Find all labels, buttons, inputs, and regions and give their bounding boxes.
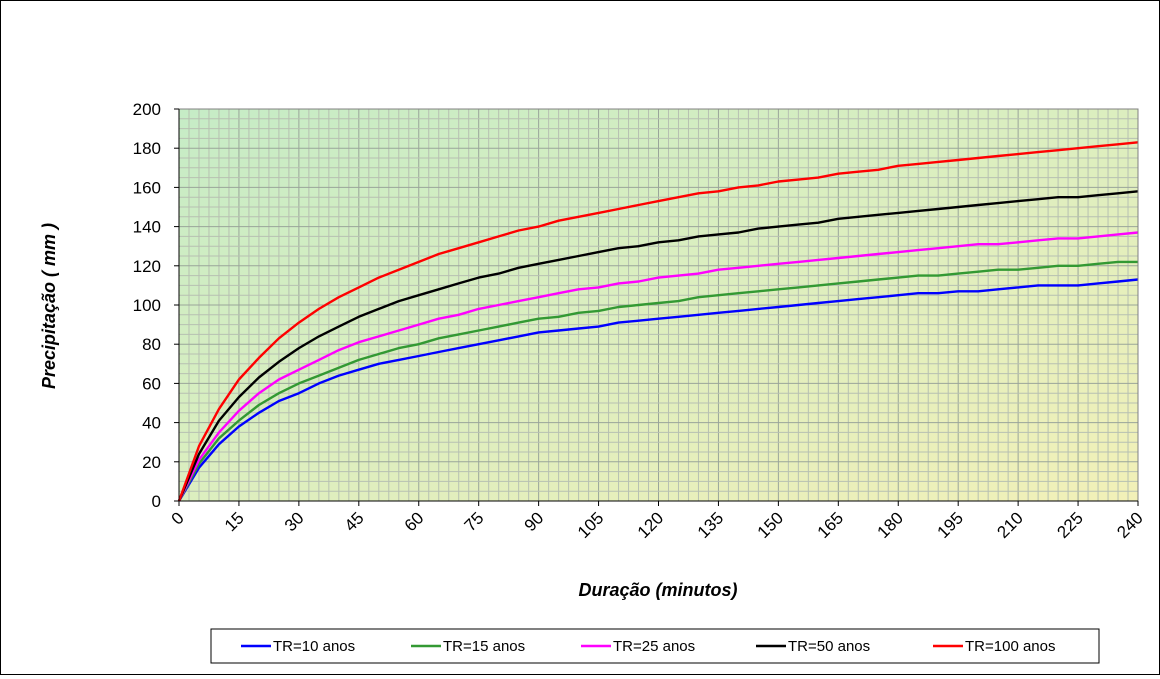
series-line-2 bbox=[177, 260, 1138, 502]
x-tick-label: 45 bbox=[341, 508, 368, 535]
y-tick-label: 160 bbox=[133, 178, 161, 197]
legend-label-2: TR=15 anos bbox=[443, 638, 525, 655]
y-tick-label: 100 bbox=[133, 296, 161, 315]
x-tick-label: 225 bbox=[1053, 508, 1086, 541]
y-tick-label: 20 bbox=[142, 453, 161, 472]
x-tick-label: 30 bbox=[281, 508, 308, 535]
x-tick-label: 15 bbox=[221, 508, 248, 535]
grid bbox=[179, 109, 1138, 501]
y-tick-label: 120 bbox=[133, 257, 161, 276]
y-tick-label: 80 bbox=[142, 335, 161, 354]
legend-label-4: TR=50 anos bbox=[788, 638, 870, 655]
x-tick-label: 150 bbox=[754, 508, 787, 541]
x-tick-label: 195 bbox=[934, 508, 967, 541]
x-tick-label: 105 bbox=[574, 508, 607, 541]
x-tick-label: 165 bbox=[814, 508, 847, 541]
y-tick-label: 40 bbox=[142, 414, 161, 433]
x-tick-label: 90 bbox=[521, 508, 548, 535]
y-tick-label: 60 bbox=[142, 374, 161, 393]
x-tick-label: 180 bbox=[874, 508, 907, 541]
x-tick-label: 135 bbox=[694, 508, 727, 541]
x-axis-title: Duração (minutos) bbox=[578, 580, 737, 600]
x-tick-label: 75 bbox=[461, 508, 488, 535]
y-tick-label: 140 bbox=[133, 218, 161, 237]
legend-label-3: TR=25 anos bbox=[613, 638, 695, 655]
x-tick-label: 210 bbox=[993, 508, 1026, 541]
x-tick-label: 240 bbox=[1113, 508, 1146, 541]
series-line-1 bbox=[177, 278, 1139, 502]
y-axis-title: Precipitação ( mm ) bbox=[39, 223, 59, 389]
legend-label-5: TR=100 anos bbox=[965, 638, 1055, 655]
legend: TR=10 anos TR=15 anos TR=25 anos TR=50 anos… bbox=[210, 628, 1100, 664]
x-tick-label: 0 bbox=[168, 508, 188, 528]
series-line-4 bbox=[177, 190, 1139, 502]
legend-label-1: TR=10 anos bbox=[273, 638, 355, 655]
y-tick-label: 180 bbox=[133, 139, 161, 158]
y-tick-label: 200 bbox=[133, 100, 161, 119]
series-line-3 bbox=[177, 231, 1139, 502]
series-line-5 bbox=[177, 141, 1139, 502]
x-tick-label: 120 bbox=[634, 508, 667, 541]
x-tick-label: 60 bbox=[401, 508, 428, 535]
y-tick-label: 0 bbox=[152, 492, 161, 511]
series-group bbox=[177, 141, 1139, 502]
